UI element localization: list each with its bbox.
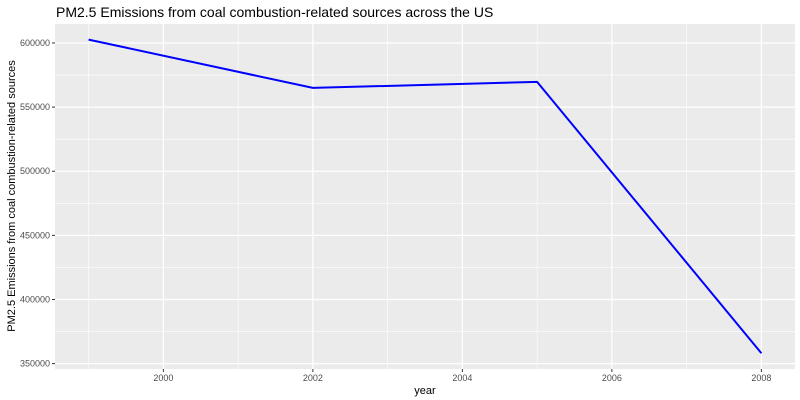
y-axis: 350000 400000 450000 500000 550000 600000 bbox=[20, 38, 55, 369]
y-tick-label: 450000 bbox=[20, 230, 50, 240]
x-axis: 2000 2002 2004 2006 2008 bbox=[153, 369, 771, 383]
x-axis-title: year bbox=[414, 385, 436, 397]
grid-major bbox=[55, 24, 795, 369]
grid-minor bbox=[55, 24, 795, 369]
y-tick-label: 550000 bbox=[20, 102, 50, 112]
x-tick-label: 2008 bbox=[751, 373, 771, 383]
y-tick-label: 350000 bbox=[20, 359, 50, 369]
plot-panel bbox=[55, 24, 795, 369]
x-tick-label: 2000 bbox=[153, 373, 173, 383]
y-axis-title: PM2.5 Emissions from coal combustion-rel… bbox=[6, 60, 18, 332]
y-tick-label: 500000 bbox=[20, 166, 50, 176]
chart-title: PM2.5 Emissions from coal combustion-rel… bbox=[56, 4, 493, 20]
series-line bbox=[88, 38, 763, 354]
y-tick-label: 600000 bbox=[20, 38, 50, 48]
x-tick-label: 2006 bbox=[602, 373, 622, 383]
x-tick-label: 2004 bbox=[452, 373, 472, 383]
y-tick-label: 400000 bbox=[20, 294, 50, 304]
data-series bbox=[88, 38, 763, 354]
x-tick-label: 2002 bbox=[303, 373, 323, 383]
